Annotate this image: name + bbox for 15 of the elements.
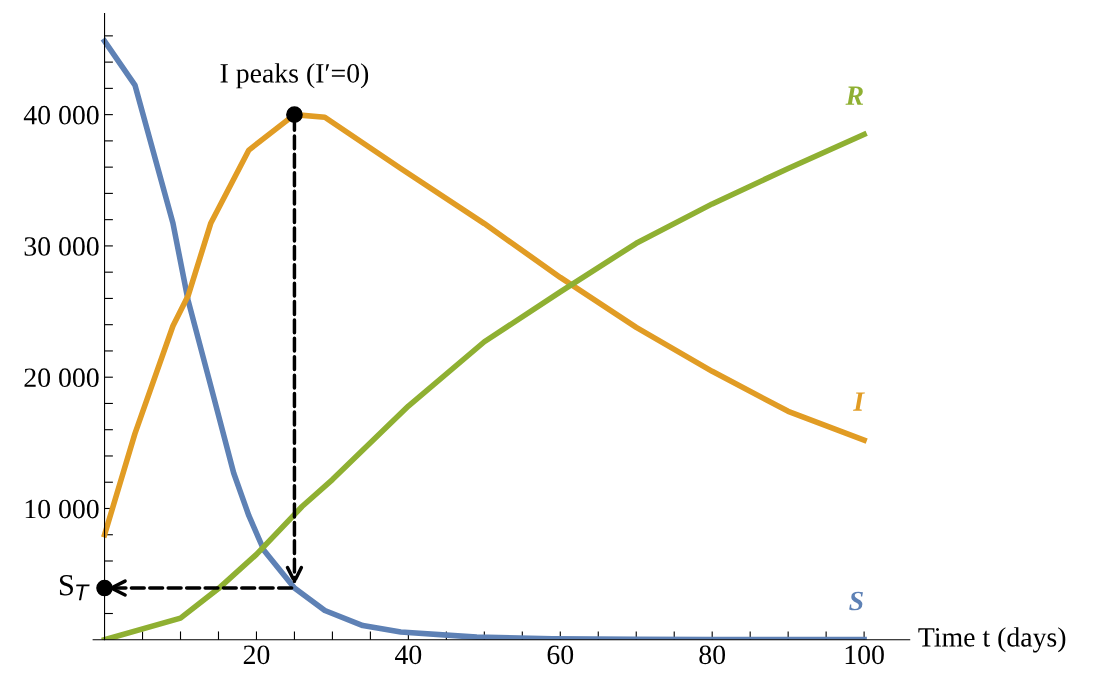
annotation: I peaks (I′=0) <box>220 63 369 89</box>
x-tick-label: 100 <box>845 645 884 665</box>
annotation: S$_{T}$ <box>59 574 90 601</box>
x-tick-label: 80 <box>699 645 726 665</box>
y-tick-label: 30 000 <box>24 237 99 256</box>
x-tick-label: 60 <box>547 645 574 665</box>
series-label: I <box>853 392 865 411</box>
x-axis-title: Time t (days) <box>918 627 1066 653</box>
series-label: R <box>845 86 864 105</box>
x-tick-label: 40 <box>395 645 422 665</box>
series-label: S <box>849 591 863 611</box>
x-tick-label: 20 <box>243 645 270 665</box>
y-tick-label: 10 000 <box>25 499 99 519</box>
y-tick-label: 40 000 <box>23 105 99 125</box>
y-tick-label: 20 000 <box>24 368 99 388</box>
